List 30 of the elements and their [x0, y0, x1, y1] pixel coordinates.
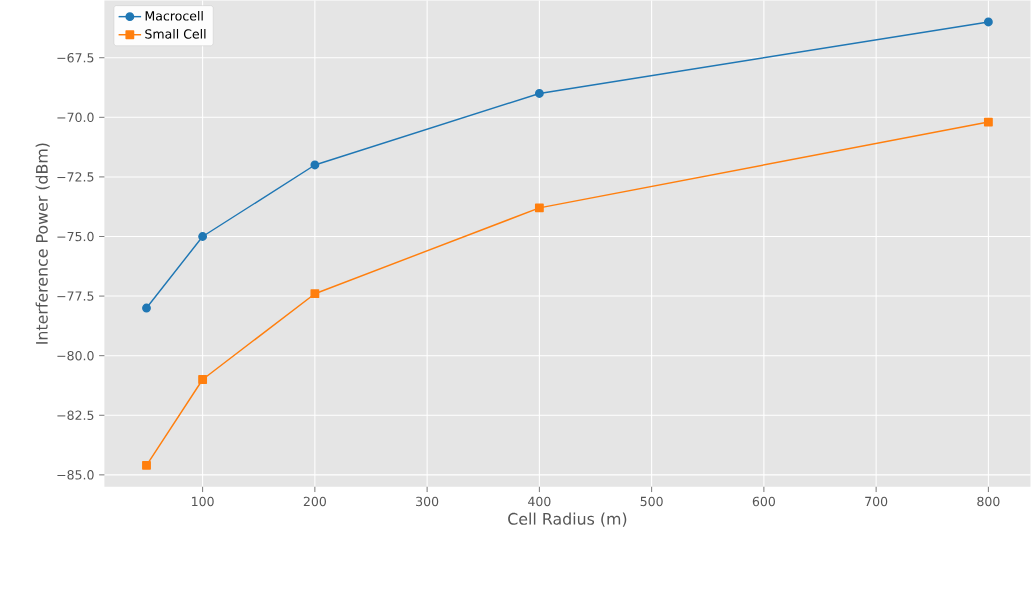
x-tick-label: 800 [977, 496, 1000, 507]
legend-label: Small Cell [145, 28, 206, 39]
y-tick-label: −77.5 [57, 291, 94, 301]
point [198, 375, 208, 384]
point [983, 17, 993, 27]
y-axis-title: Interference Power (dBm) [35, 143, 50, 344]
x-tick-label: 200 [303, 496, 326, 507]
point [142, 303, 151, 313]
point [534, 203, 544, 213]
x-tick-label: 100 [192, 496, 214, 507]
y-tick-label: −72.5 [57, 172, 94, 182]
x-tick-label: 600 [752, 496, 775, 507]
x-axis-title: Cell Radius (m) [508, 512, 627, 527]
point [310, 289, 320, 299]
point [142, 460, 151, 470]
y-tick-label: −85.0 [57, 470, 94, 480]
x-tick-label: 500 [640, 496, 663, 507]
point [198, 232, 208, 241]
y-tick-label: −82.5 [57, 410, 94, 420]
x-tick-label: 700 [865, 496, 888, 507]
point [983, 117, 993, 127]
y-tick-label: −75.0 [57, 231, 94, 242]
y-tick-label: −80.0 [57, 350, 94, 361]
x-tick-label: 300 [416, 496, 439, 507]
y-tick-label: −67.5 [57, 52, 94, 63]
point [310, 160, 320, 170]
legend-label: Macrocell [145, 10, 203, 21]
point [534, 89, 544, 98]
y-tick-label: −70.0 [57, 112, 94, 123]
x-tick-label: 400 [528, 496, 551, 507]
